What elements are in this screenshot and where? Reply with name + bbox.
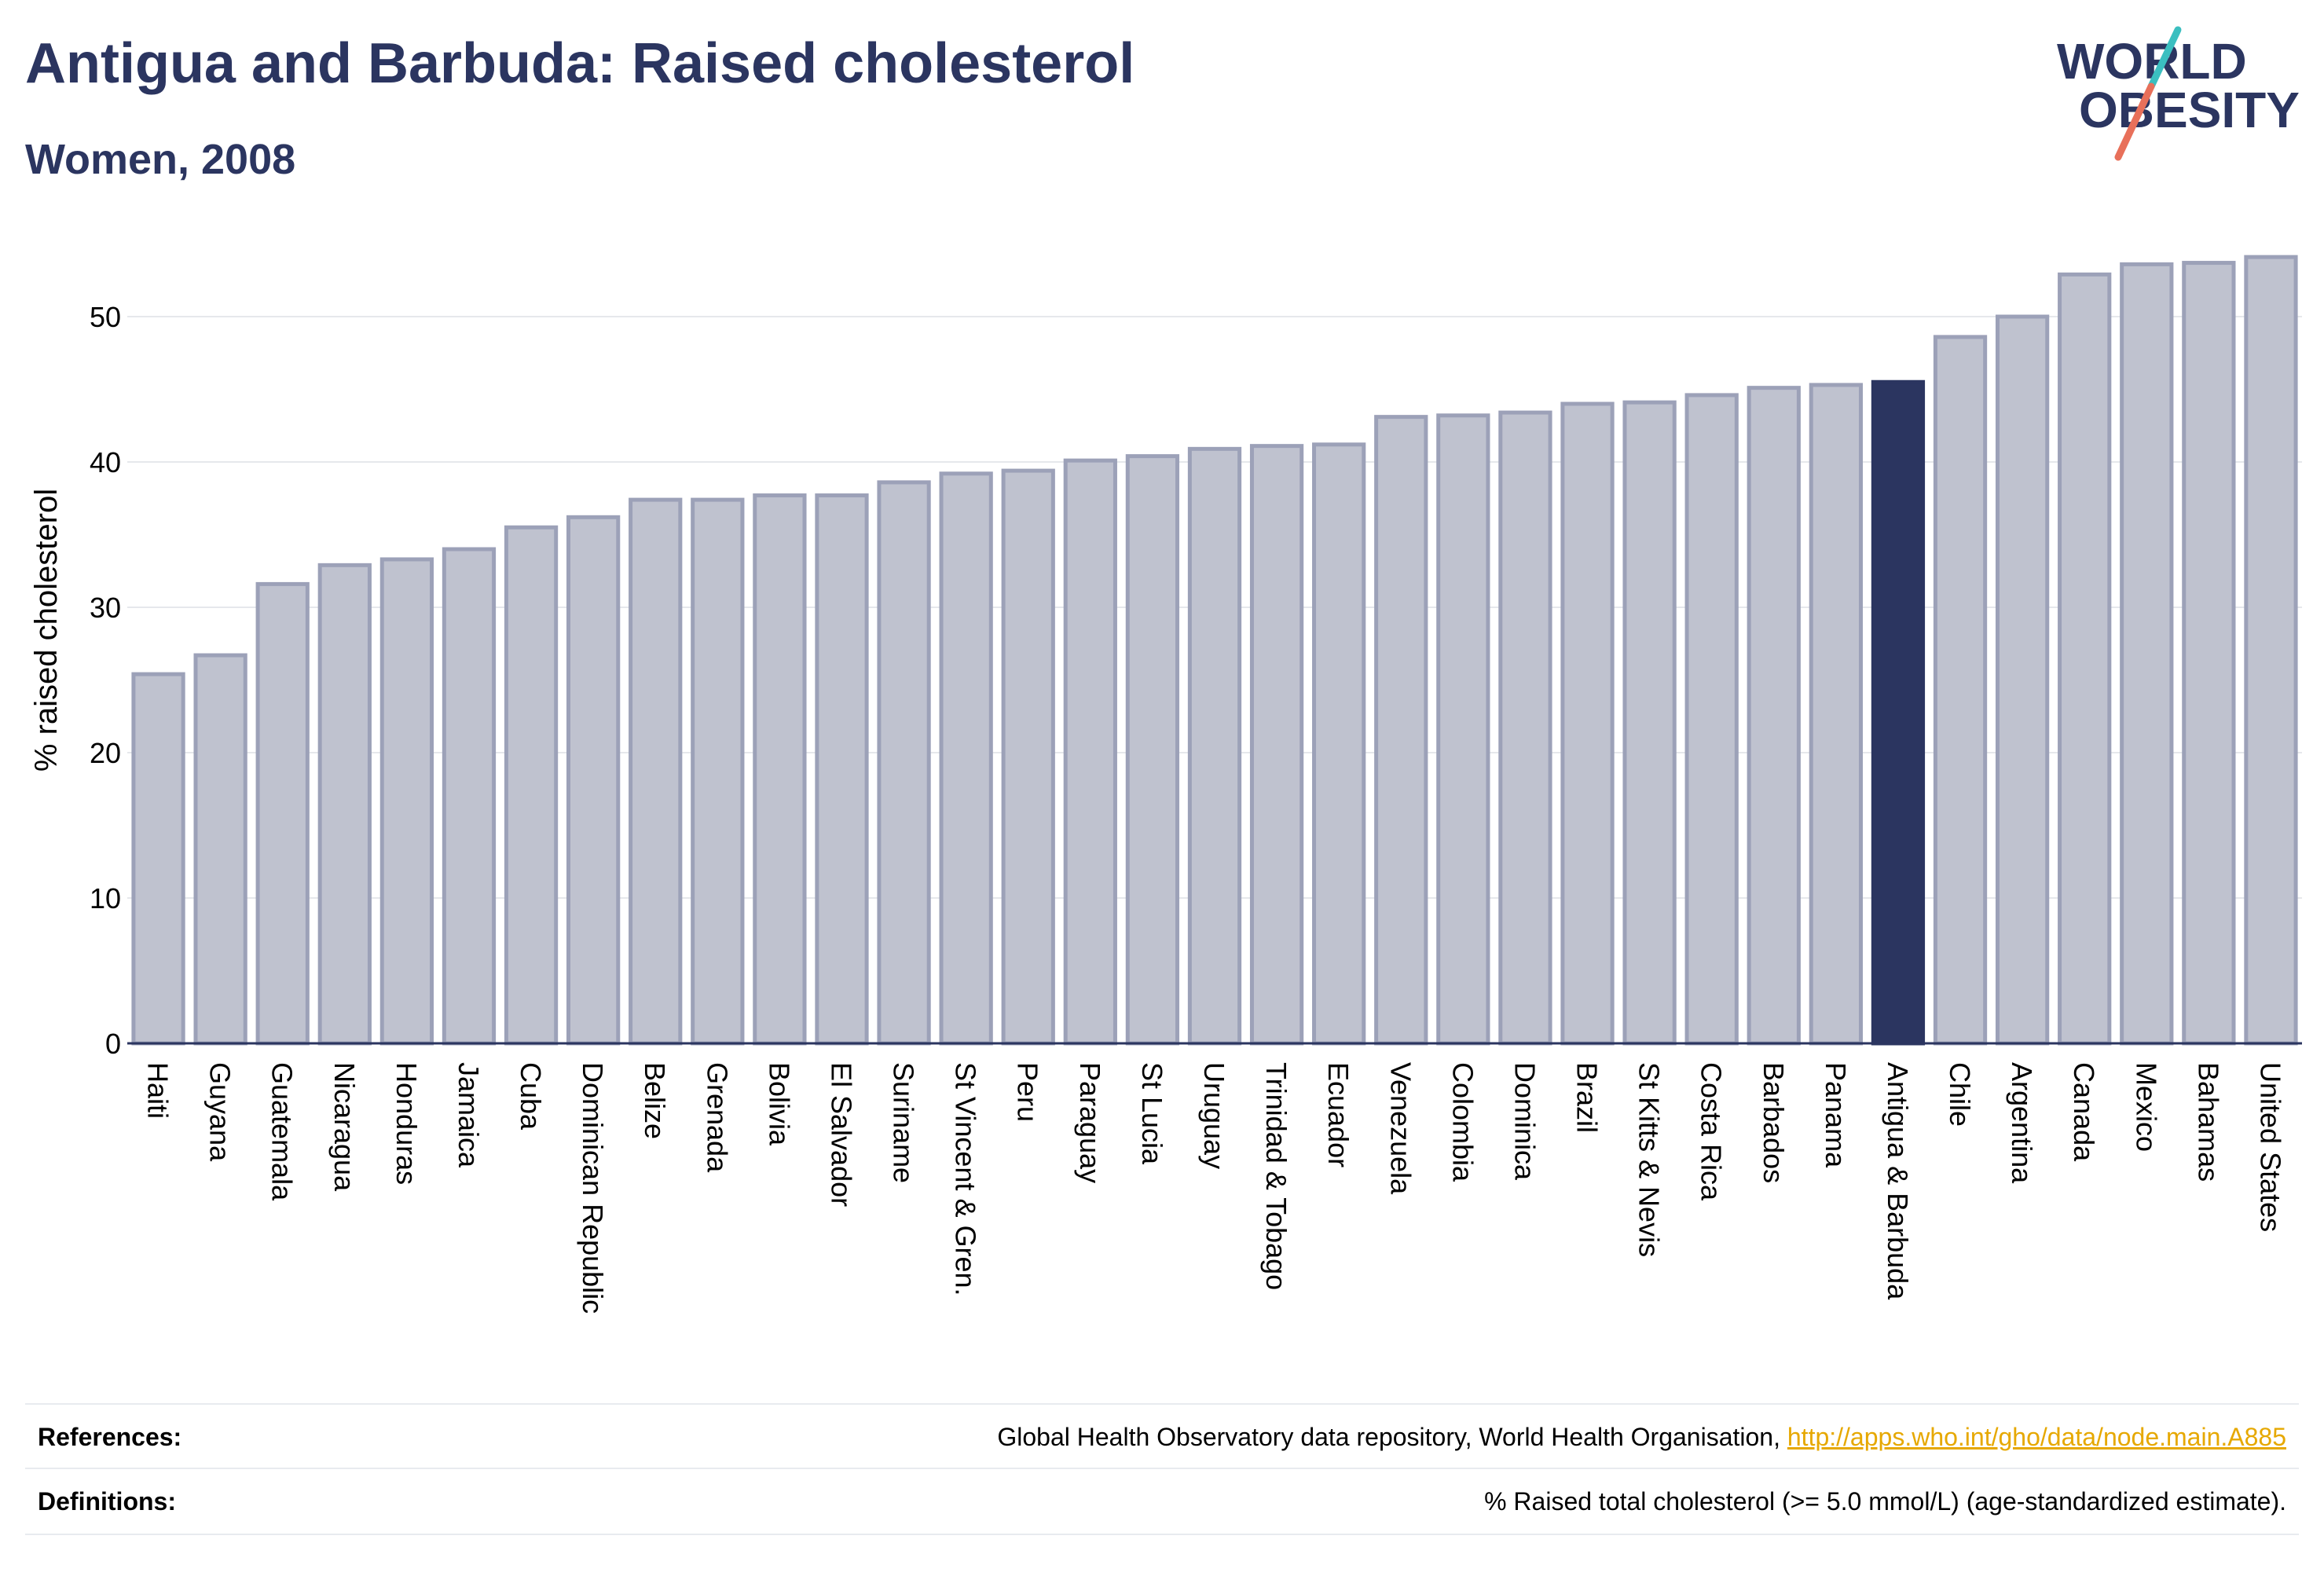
x-tick-label: Mexico bbox=[2130, 1062, 2162, 1152]
bar bbox=[1747, 386, 1801, 1046]
bar bbox=[939, 471, 993, 1046]
bar bbox=[1001, 468, 1055, 1046]
references-row: References: Global Health Observatory da… bbox=[25, 1403, 2299, 1469]
bar bbox=[691, 497, 745, 1046]
x-tick-label: Haiti bbox=[142, 1062, 174, 1119]
y-tick-label: 20 bbox=[90, 737, 121, 769]
bar bbox=[2244, 255, 2298, 1046]
bar bbox=[1809, 383, 1863, 1046]
x-tick-label: Paraguay bbox=[1074, 1062, 1106, 1183]
bar bbox=[2058, 272, 2112, 1046]
bar bbox=[1374, 415, 1428, 1046]
bar bbox=[877, 480, 931, 1046]
x-tick-label: Chile bbox=[1944, 1062, 1976, 1127]
bar bbox=[1560, 401, 1615, 1046]
x-tick-label: Grenada bbox=[701, 1062, 733, 1173]
y-axis-ticks: 0 10 20 30 40 50 bbox=[90, 301, 121, 1060]
x-tick-label: Trinidad & Tobago bbox=[1260, 1062, 1292, 1290]
x-tick-label: Bolivia bbox=[763, 1062, 795, 1146]
x-tick-label: Ecuador bbox=[1322, 1062, 1354, 1167]
x-tick-label: Cuba bbox=[515, 1062, 547, 1131]
y-tick-label: 30 bbox=[90, 592, 121, 624]
x-tick-label: Peru bbox=[1012, 1062, 1044, 1122]
bar bbox=[629, 497, 683, 1046]
x-tick-label: Panama bbox=[1820, 1062, 1852, 1168]
x-axis-labels: Haiti Guyana Guatemala Nicaragua Honduras Jam… bbox=[142, 1062, 2287, 1314]
bar bbox=[1249, 444, 1304, 1046]
chart-title: Antigua and Barbuda: Raised cholesterol bbox=[25, 32, 1135, 95]
y-tick-label: 40 bbox=[90, 446, 121, 478]
bar-highlighted bbox=[1871, 379, 1926, 1046]
bar bbox=[1436, 413, 1490, 1046]
bar bbox=[753, 493, 807, 1046]
x-tick-label: Barbados bbox=[1758, 1062, 1790, 1183]
x-tick-label: El Salvador bbox=[825, 1062, 857, 1207]
x-tick-label: Nicaragua bbox=[328, 1062, 361, 1192]
x-tick-label: Costa Rica bbox=[1695, 1062, 1728, 1201]
chart-subtitle: Women, 2008 bbox=[25, 136, 296, 183]
references-link[interactable]: http://apps.who.int/gho/data/node.main.A… bbox=[1787, 1422, 2286, 1451]
x-tick-label: Brazil bbox=[1571, 1062, 1604, 1133]
x-tick-label: Guatemala bbox=[266, 1062, 299, 1201]
y-tick-label: 0 bbox=[105, 1028, 121, 1060]
bar bbox=[1187, 446, 1242, 1046]
bar bbox=[193, 653, 247, 1046]
x-tick-label: Dominica bbox=[1508, 1062, 1541, 1181]
x-tick-label: Canada bbox=[2068, 1062, 2100, 1162]
logo-line2: OBESITY bbox=[2079, 82, 2300, 138]
definitions-row: Definitions: % Raised total cholesterol … bbox=[25, 1468, 2299, 1535]
logo-slash-red bbox=[2114, 82, 2155, 161]
bars bbox=[131, 255, 2298, 1046]
bar bbox=[1498, 410, 1552, 1046]
bar bbox=[1684, 393, 1739, 1046]
x-tick-label: Dominican Republic bbox=[577, 1062, 609, 1314]
bar bbox=[1933, 335, 1988, 1046]
bar bbox=[317, 563, 372, 1046]
y-tick-label: 10 bbox=[90, 882, 121, 914]
references-label: References: bbox=[38, 1422, 182, 1451]
references-value: Global Health Observatory data repositor… bbox=[997, 1423, 2299, 1452]
y-axis-label: % raised cholesterol bbox=[29, 489, 64, 772]
bar bbox=[379, 557, 434, 1046]
bar bbox=[255, 581, 310, 1046]
x-tick-label: Belize bbox=[639, 1062, 671, 1139]
bar bbox=[2120, 262, 2174, 1046]
x-tick-label: St Kitts & Nevis bbox=[1633, 1062, 1666, 1257]
x-tick-label: Venezuela bbox=[1384, 1062, 1417, 1195]
world-obesity-logo: WORLD OBESITY bbox=[2057, 26, 2300, 161]
definitions-value: % Raised total cholesterol (>= 5.0 mmol/… bbox=[1484, 1486, 2286, 1516]
bar bbox=[1312, 442, 1366, 1046]
x-tick-label: Bahamas bbox=[2192, 1062, 2224, 1182]
bar bbox=[1063, 458, 1117, 1046]
x-tick-label: St Lucia bbox=[1136, 1062, 1168, 1165]
logo-slash-teal bbox=[2147, 26, 2182, 90]
x-tick-label: Guyana bbox=[204, 1062, 236, 1162]
bar bbox=[2182, 261, 2236, 1046]
x-tick-label: Jamaica bbox=[453, 1062, 485, 1168]
bar bbox=[1125, 454, 1180, 1046]
x-tick-label: United States bbox=[2254, 1062, 2286, 1232]
x-tick-label: Uruguay bbox=[1198, 1062, 1230, 1169]
x-tick-label: Suriname bbox=[888, 1062, 920, 1183]
bar bbox=[1995, 314, 2050, 1046]
x-tick-label: Honduras bbox=[390, 1062, 423, 1185]
references-text: Global Health Observatory data repositor… bbox=[997, 1422, 1787, 1451]
bar-chart: 0 10 20 30 40 50 Haiti Guyana Guatemala Nicaragu… bbox=[29, 255, 2302, 1314]
bar bbox=[1622, 400, 1677, 1046]
bar bbox=[131, 672, 185, 1046]
x-tick-label: Antigua & Barbuda bbox=[1882, 1062, 1914, 1300]
y-tick-label: 50 bbox=[90, 301, 121, 333]
bar bbox=[815, 493, 869, 1046]
definitions-label: Definitions: bbox=[38, 1486, 176, 1516]
x-tick-label: Colombia bbox=[1446, 1062, 1479, 1182]
x-tick-label: St Vincent & Gren. bbox=[950, 1062, 982, 1296]
bar bbox=[504, 525, 559, 1046]
bar bbox=[566, 515, 621, 1046]
x-tick-label: Argentina bbox=[2006, 1062, 2038, 1184]
bar bbox=[442, 547, 497, 1046]
